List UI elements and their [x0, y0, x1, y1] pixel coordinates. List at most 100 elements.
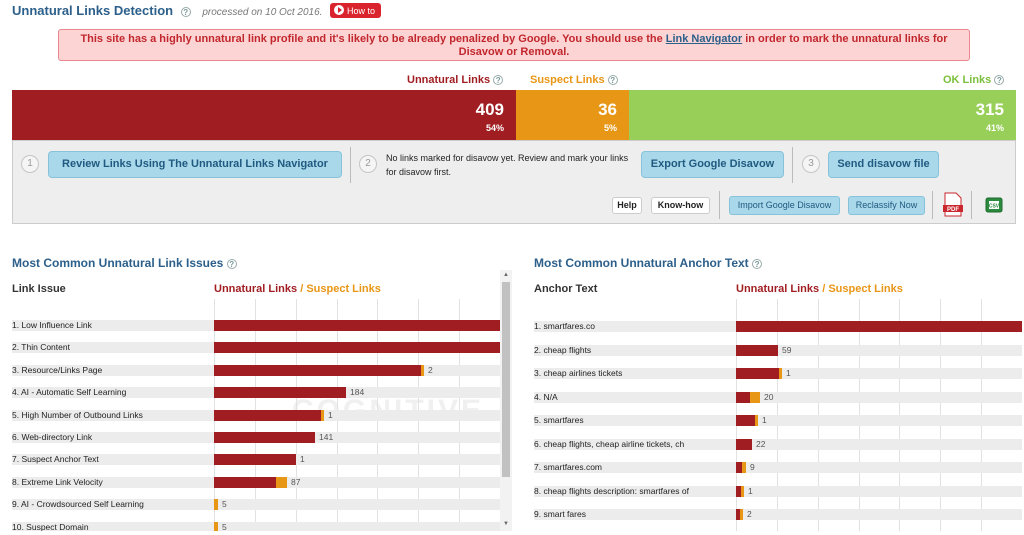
row-label[interactable]: 1. smartfares.co: [534, 321, 595, 331]
suspect-percent: 5%: [603, 123, 617, 133]
help-icon[interactable]: ?: [493, 75, 504, 86]
row-background: [534, 462, 1022, 473]
row-label[interactable]: 5. smartfares: [534, 415, 584, 425]
scroll-down-icon[interactable]: ▼: [503, 521, 509, 527]
row-label[interactable]: 9. smart fares: [534, 509, 586, 519]
unnatural-bar[interactable]: [736, 509, 740, 520]
row-label[interactable]: 2. cheap flights: [534, 344, 592, 355]
unnatural-percent: 54%: [485, 123, 504, 133]
help-button[interactable]: Help: [612, 197, 642, 214]
unnatural-bar[interactable]: [214, 387, 346, 399]
legend-separator: /: [822, 283, 826, 295]
row-label[interactable]: 9. AI - Crowdsourced Self Learning: [12, 499, 144, 510]
unnatural-bar[interactable]: [736, 391, 750, 403]
row-value: 184: [350, 387, 365, 398]
row-label[interactable]: 8. cheap flights description: smartfares…: [534, 485, 689, 496]
divider: [792, 147, 793, 183]
row-label[interactable]: 8. Extreme Link Velocity: [12, 476, 103, 487]
suspect-bar[interactable]: [742, 462, 746, 473]
unnatural-bar[interactable]: [214, 342, 500, 354]
link-navigator-link[interactable]: Link Navigator: [665, 33, 743, 45]
row-label[interactable]: 7. smartfares.com: [534, 462, 603, 472]
unnatural-bar[interactable]: [736, 438, 752, 450]
unnatural-links-bar[interactable]: 409 54%: [12, 90, 516, 140]
row-label[interactable]: 3. Resource/Links Page: [12, 364, 103, 375]
warning-text-pre: This site has a highly unnatural link pr…: [80, 33, 666, 45]
know-how-button[interactable]: Know-how: [651, 197, 710, 214]
help-icon[interactable]: ?: [226, 258, 237, 269]
help-icon[interactable]: ?: [607, 75, 618, 86]
step-3-badge: 3: [802, 155, 820, 173]
unnatural-bar[interactable]: [214, 432, 315, 443]
row-label[interactable]: 6. Web-directory Link: [12, 432, 93, 442]
suspect-bar[interactable]: [779, 368, 782, 379]
row-value: 5: [222, 521, 227, 531]
unnatural-bar[interactable]: [736, 321, 1022, 332]
row-background: [534, 344, 1022, 356]
row-label[interactable]: 1. Low Influence Link: [12, 320, 92, 330]
row-value: 22: [756, 438, 766, 449]
row-value: 1: [748, 485, 753, 496]
link-issues-title: Most Common Unnatural Link Issues ?: [12, 256, 237, 270]
suspect-bar[interactable]: [740, 509, 743, 520]
row-value: 2: [747, 509, 752, 519]
suspect-bar[interactable]: [750, 391, 760, 403]
row-value: 59: [782, 344, 792, 355]
send-disavow-file-button[interactable]: Send disavow file: [828, 151, 939, 178]
suspect-bar[interactable]: [276, 476, 287, 488]
svg-text:PDF: PDF: [947, 207, 959, 213]
unnatural-bar[interactable]: [736, 462, 742, 473]
row-label[interactable]: 4. N/A: [534, 391, 558, 402]
scrollbar[interactable]: ▲ ▼: [500, 270, 512, 531]
divider: [971, 191, 972, 219]
unnatural-bar[interactable]: [736, 415, 755, 426]
suspect-bar[interactable]: [755, 415, 758, 426]
row-value: 2: [428, 364, 433, 375]
review-links-button[interactable]: Review Links Using The Unnatural Links N…: [48, 151, 342, 178]
help-icon[interactable]: ?: [180, 6, 191, 17]
suspect-bar[interactable]: [741, 485, 744, 497]
unnatural-bar[interactable]: [214, 364, 421, 376]
suspect-bar[interactable]: [214, 499, 218, 511]
processed-date: processed on 10 Oct 2016.: [202, 7, 323, 18]
row-label[interactable]: 2. Thin Content: [12, 342, 70, 353]
pdf-icon[interactable]: PDF: [942, 192, 964, 217]
reclassify-now-button[interactable]: Reclassify Now: [848, 196, 925, 215]
suspect-bar[interactable]: [421, 364, 424, 376]
suspect-links-bar[interactable]: 36 5%: [516, 90, 629, 140]
row-background: [12, 521, 500, 531]
link-issue-column-header: Link Issue: [12, 283, 66, 295]
unnatural-bar[interactable]: [214, 476, 276, 488]
import-google-disavow-button[interactable]: Import Google Disavow: [729, 196, 840, 215]
help-icon[interactable]: ?: [994, 75, 1005, 86]
unnatural-bar[interactable]: [214, 320, 500, 331]
unnatural-bar[interactable]: [736, 485, 741, 497]
suspect-bar[interactable]: [214, 521, 218, 531]
unnatural-bar[interactable]: [214, 409, 321, 421]
csv-icon[interactable]: CSV: [985, 197, 1003, 213]
row-label[interactable]: 4. AI - Automatic Self Learning: [12, 387, 127, 398]
row-label[interactable]: 3. cheap airlines tickets: [534, 368, 623, 378]
export-google-disavow-button[interactable]: Export Google Disavow: [641, 151, 784, 178]
row-label[interactable]: 6. cheap flights, cheap airline tickets,…: [534, 438, 685, 449]
row-label[interactable]: 7. Suspect Anchor Text: [12, 454, 99, 465]
unnatural-bar[interactable]: [214, 454, 296, 466]
how-to-button[interactable]: How to: [330, 3, 382, 18]
row-background: [534, 415, 1022, 426]
ok-links-bar[interactable]: 315 41%: [629, 90, 1016, 140]
ok-label-text: OK Links: [943, 74, 992, 86]
help-icon[interactable]: ?: [752, 258, 763, 269]
unnatural-bar[interactable]: [736, 368, 779, 379]
unnatural-label-text: Unnatural Links: [407, 74, 491, 86]
row-label[interactable]: 5. High Number of Outbound Links: [12, 409, 143, 420]
title-text: Unnatural Links Detection: [12, 3, 174, 18]
scroll-up-icon[interactable]: ▲: [503, 272, 509, 278]
scrollbar-thumb[interactable]: [502, 282, 510, 477]
row-label[interactable]: 10. Suspect Domain: [12, 521, 89, 531]
ok-count: 315: [975, 100, 1004, 119]
suspect-bar[interactable]: [321, 409, 324, 421]
play-icon: [334, 5, 345, 15]
unnatural-bar[interactable]: [736, 344, 778, 356]
penalty-warning: This site has a highly unnatural link pr…: [58, 29, 970, 61]
